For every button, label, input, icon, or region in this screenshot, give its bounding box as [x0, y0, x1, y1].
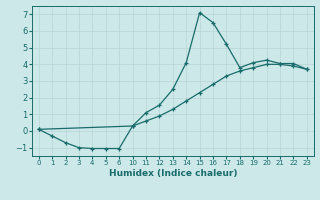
X-axis label: Humidex (Indice chaleur): Humidex (Indice chaleur): [108, 169, 237, 178]
